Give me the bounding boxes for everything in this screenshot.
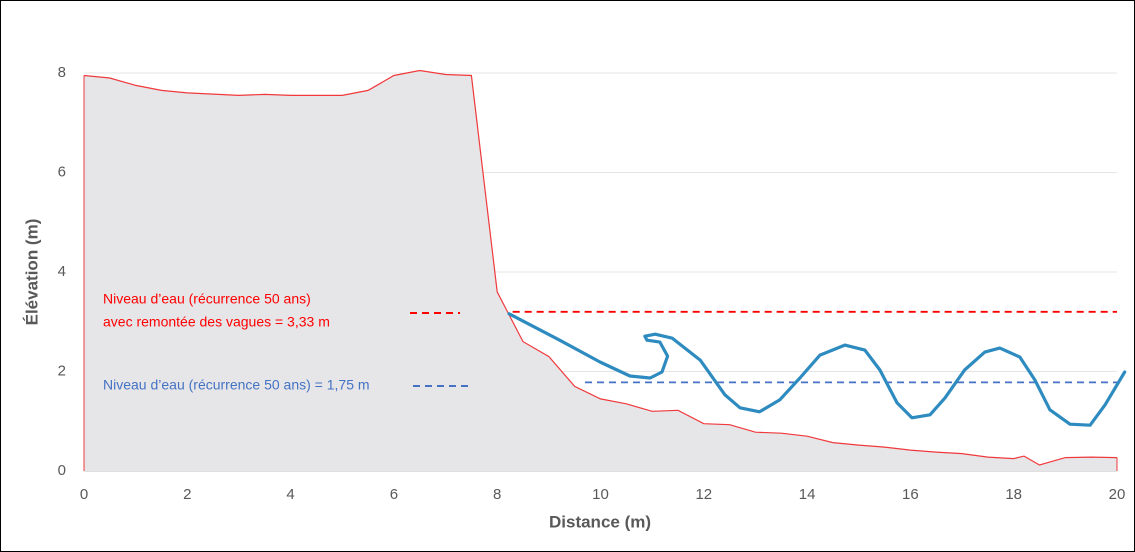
y-tick-label: 4 <box>58 263 66 280</box>
y-tick-label: 0 <box>58 462 66 479</box>
annotation: Niveau d’eau (récurrence 50 ans) = 1,75 … <box>103 377 370 393</box>
y-axis-title: Élévation (m) <box>22 219 41 326</box>
chart: Distance (m) Élévation (m) Niveau d’eau … <box>0 0 1135 552</box>
x-tick-label: 0 <box>80 486 88 503</box>
y-tick-label: 2 <box>58 362 66 379</box>
x-tick-label: 16 <box>902 486 919 503</box>
x-axis-title: Distance (m) <box>549 512 651 531</box>
x-tick-label: 12 <box>695 486 712 503</box>
annotation: avec remontée des vagues = 3,33 m <box>103 314 330 330</box>
x-tick-label: 14 <box>799 486 816 503</box>
x-tick-label: 20 <box>1109 486 1126 503</box>
y-tick-label: 8 <box>58 64 66 81</box>
y-tick-label: 6 <box>58 163 66 180</box>
x-tick-label: 2 <box>183 486 191 503</box>
x-tick-label: 10 <box>592 486 609 503</box>
x-tick-label: 4 <box>286 486 294 503</box>
x-tick-label: 6 <box>390 486 398 503</box>
annotation: Niveau d’eau (récurrence 50 ans) <box>103 291 311 307</box>
x-tick-label: 18 <box>1005 486 1022 503</box>
x-tick-label: 8 <box>493 486 501 503</box>
